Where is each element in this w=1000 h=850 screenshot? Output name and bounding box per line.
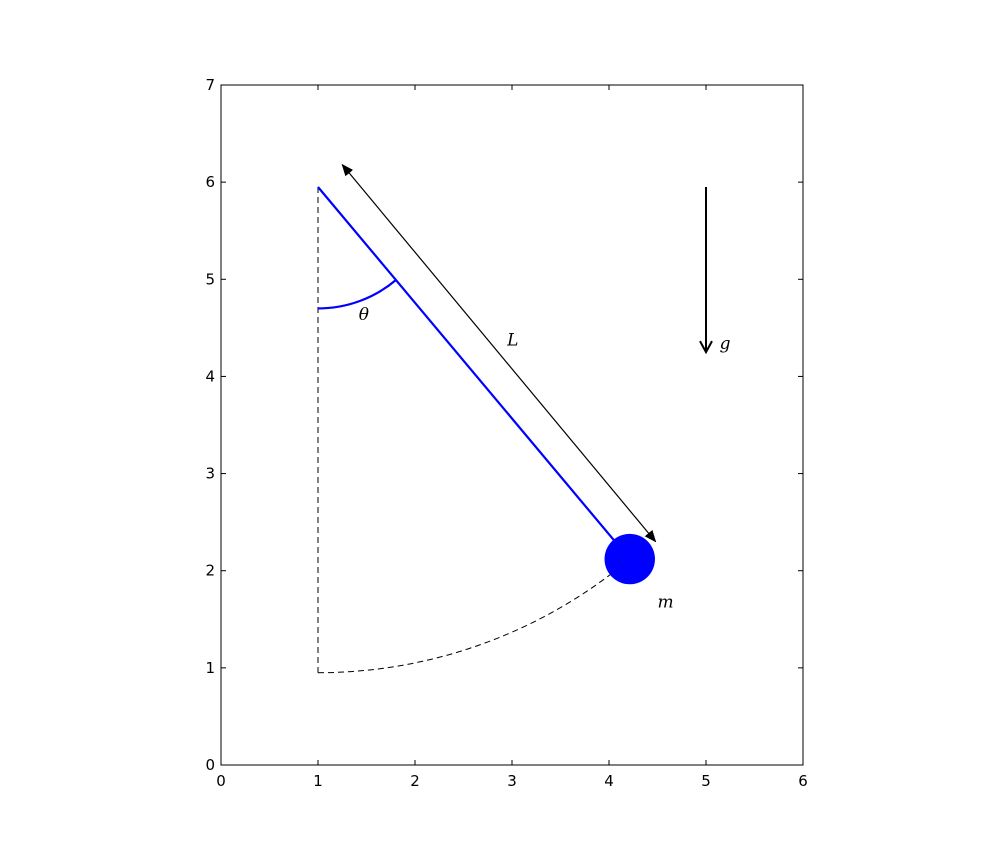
mass-label: m <box>658 593 674 613</box>
x-tick-label: 3 <box>507 772 517 790</box>
y-tick-label: 6 <box>205 173 215 191</box>
y-tick-label: 2 <box>205 562 215 580</box>
pendulum-rod <box>317 186 631 560</box>
theta-label: θ <box>359 305 369 325</box>
x-tick-label: 6 <box>798 772 808 790</box>
pendulum-bob <box>604 533 655 585</box>
x-tick-label: 5 <box>701 772 711 790</box>
y-tick-label: 4 <box>205 367 215 385</box>
length-arrow <box>341 163 657 543</box>
axis-ticks: 0 1 2 3 4 5 6 0 1 2 3 4 5 6 7 <box>205 76 807 790</box>
x-tick-label: 1 <box>313 772 323 790</box>
theta-arc <box>317 279 397 310</box>
x-tick-label: 2 <box>410 772 420 790</box>
axes-frame <box>220 84 804 766</box>
x-tick-label: 0 <box>216 772 226 790</box>
y-tick-label: 3 <box>205 465 215 483</box>
length-label: L <box>506 330 518 350</box>
x-tick-label: 4 <box>604 772 614 790</box>
y-tick-label: 0 <box>205 756 215 774</box>
swing-arc <box>317 558 631 674</box>
y-tick-label: 1 <box>205 659 215 677</box>
y-tick-label: 5 <box>205 270 215 288</box>
y-tick-label: 7 <box>205 76 215 94</box>
gravity-label: g <box>720 334 731 354</box>
